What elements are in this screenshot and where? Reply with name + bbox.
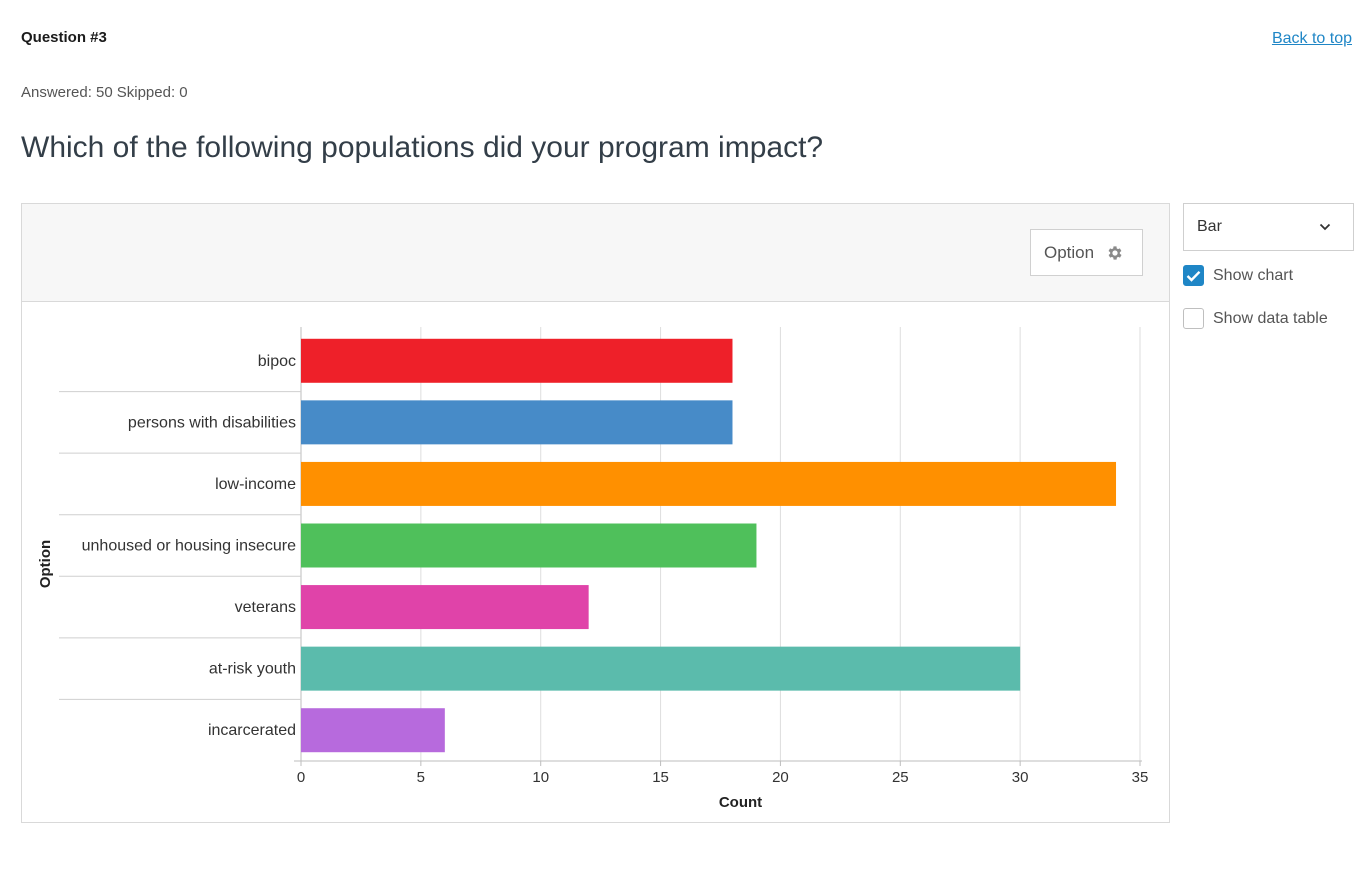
y-tick-label: at-risk youth <box>209 661 296 678</box>
x-tick-label: 20 <box>772 769 789 786</box>
bar <box>301 523 757 568</box>
x-tick-label: 30 <box>1012 769 1029 786</box>
y-tick-label: incarcerated <box>208 722 296 739</box>
y-tick-label: veterans <box>235 599 296 616</box>
checkmark-icon <box>1186 270 1201 282</box>
y-tick-label: unhoused or housing insecure <box>82 538 296 555</box>
show-chart-label: Show chart <box>1213 266 1294 284</box>
bar <box>301 646 1021 691</box>
show-data-table-label: Show data table <box>1213 309 1328 327</box>
answered-count: Answered: 50 <box>21 84 113 101</box>
bar <box>301 585 589 630</box>
x-tick-label: 15 <box>652 769 669 786</box>
chart-panel: Option 0 5 10 15 20 25 30 35 bipoc persons with d… <box>21 203 1170 823</box>
bar <box>301 708 445 753</box>
y-tick-label: bipoc <box>258 353 296 370</box>
skipped-count: Skipped: 0 <box>116 84 188 101</box>
show-chart-checkbox[interactable] <box>1183 265 1204 286</box>
y-tick-label: low-income <box>215 476 296 493</box>
bar <box>301 400 733 445</box>
x-tick-label: 5 <box>417 769 425 786</box>
option-button[interactable]: Option <box>1030 229 1143 276</box>
gear-icon <box>1106 244 1124 262</box>
x-axis-title: Count <box>719 794 762 811</box>
chevron-down-icon <box>1319 218 1331 236</box>
option-button-label: Option <box>1044 242 1095 262</box>
y-tick-label: persons with disabilities <box>128 414 296 431</box>
show-chart-toggle[interactable]: Show chart <box>1183 265 1354 286</box>
show-data-table-toggle[interactable]: Show data table <box>1183 308 1354 329</box>
x-tick-label: 25 <box>892 769 909 786</box>
chart-panel-header: Option <box>22 204 1169 302</box>
x-tick-label: 0 <box>297 769 305 786</box>
question-number: Question #3 <box>21 29 107 46</box>
chart-type-value: Bar <box>1197 218 1222 235</box>
chart-controls: Bar Show chart Show data table <box>1183 203 1354 329</box>
back-to-top-link[interactable]: Back to top <box>1271 30 1352 47</box>
x-tick-label: 10 <box>532 769 549 786</box>
y-axis-title: Option <box>37 540 54 588</box>
question-title: Which of the following populations did y… <box>21 131 824 164</box>
bar <box>301 338 733 383</box>
bar-chart: 0 5 10 15 20 25 30 35 bipoc persons with disabili… <box>37 327 1149 811</box>
show-data-table-checkbox[interactable] <box>1183 308 1204 329</box>
chart-type-select[interactable]: Bar <box>1183 203 1354 251</box>
bar <box>301 461 1117 506</box>
response-stats: Answered: 50 Skipped: 0 <box>21 84 192 101</box>
x-tick-label: 35 <box>1132 769 1149 786</box>
